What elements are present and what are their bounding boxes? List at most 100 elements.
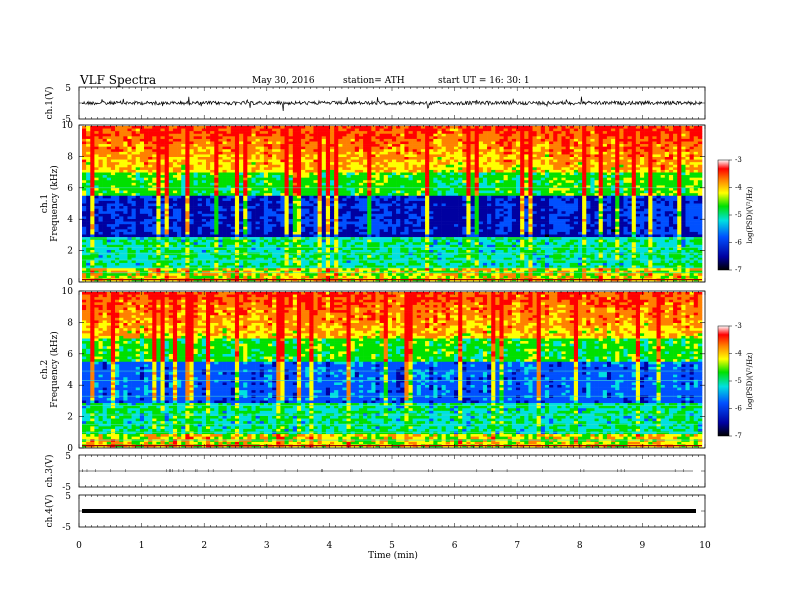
spectrogram-cell	[297, 152, 301, 155]
spectrogram-cell	[384, 167, 388, 170]
spectrogram-cell	[537, 162, 541, 165]
spectrogram-cell	[425, 149, 429, 152]
spectrogram-cell	[537, 152, 541, 155]
spectrogram-cell	[549, 147, 553, 150]
spectrogram-cell	[590, 144, 594, 147]
spectrogram-cell	[177, 134, 181, 137]
spectrogram-cell	[152, 162, 156, 165]
spectrogram-cell	[371, 142, 375, 145]
spectrogram-cell	[425, 167, 429, 170]
spectrogram-cell	[198, 126, 202, 129]
spectrogram-cell	[247, 165, 251, 168]
spectrogram-cell	[268, 149, 272, 152]
spectrogram-cell	[326, 170, 330, 173]
spectrogram-cell	[595, 157, 599, 160]
spectrogram-cell	[690, 144, 694, 147]
spectrogram-cell	[450, 173, 454, 176]
spectrogram-cell	[260, 149, 264, 152]
spectrogram-cell	[491, 154, 495, 157]
spectrogram-cell	[508, 131, 512, 134]
spectrogram-cell	[657, 165, 661, 168]
spectrogram-cell	[355, 134, 359, 137]
spectrogram-cell	[570, 149, 574, 152]
spectrogram-cell	[347, 160, 351, 163]
spectrogram-cell	[90, 170, 94, 173]
spectrogram-cell	[652, 154, 656, 157]
spectrogram-cell	[685, 129, 689, 132]
spectrogram-cell	[628, 170, 632, 173]
spectrogram-cell	[123, 131, 127, 134]
spectrogram-cell	[384, 142, 388, 145]
spectrogram-cell	[359, 154, 363, 157]
spectrogram-cell	[334, 142, 338, 145]
spectrogram-cell	[305, 152, 309, 155]
spectrogram-cell	[570, 134, 574, 137]
spectrogram-cell	[553, 131, 557, 134]
spectrogram-cell	[582, 131, 586, 134]
spectrogram-cell	[347, 149, 351, 152]
spectrogram-cell	[566, 157, 570, 160]
spectrogram-cell	[396, 129, 400, 132]
spectrogram-cell	[256, 149, 260, 152]
spectrogram-cell	[516, 136, 520, 139]
spectrogram-cell	[421, 131, 425, 134]
spectrogram-cell	[632, 144, 636, 147]
spectrogram-cell	[615, 157, 619, 160]
spectrogram-cell	[214, 160, 218, 163]
spectrogram-cell	[309, 152, 313, 155]
spectrogram-cell	[545, 165, 549, 168]
spectrogram-cell	[223, 149, 227, 152]
spectrogram-cell	[487, 165, 491, 168]
spectrogram-cell	[690, 136, 694, 139]
spectrogram-cell	[169, 152, 173, 155]
spectrogram-cell	[165, 157, 169, 160]
spectrogram-cell	[595, 154, 599, 157]
spectrogram-cell	[359, 152, 363, 155]
spectrogram-cell	[595, 131, 599, 134]
spectrogram-cell	[483, 147, 487, 150]
spectrogram-cell	[177, 149, 181, 152]
spectrogram-cell	[636, 170, 640, 173]
spectrogram-cell	[623, 129, 627, 132]
spectrogram-cell	[574, 126, 578, 129]
spectrogram-cell	[272, 129, 276, 132]
spectrogram-cell	[462, 144, 466, 147]
spectrogram-cell	[437, 149, 441, 152]
spectrogram-cell	[582, 167, 586, 170]
spectrogram-cell	[351, 144, 355, 147]
spectrogram-cell	[694, 136, 698, 139]
spectrogram-cell	[276, 142, 280, 145]
spectrogram-cell	[553, 147, 557, 150]
spectrogram-cell	[661, 136, 665, 139]
spectrogram-cell	[640, 160, 644, 163]
spectrogram-cell	[264, 154, 268, 157]
spectrogram-cell	[504, 160, 508, 163]
spectrogram-cell	[115, 139, 119, 142]
spectrogram-cell	[392, 139, 396, 142]
spectrogram-cell	[347, 136, 351, 139]
spectrogram-cell	[251, 173, 255, 176]
spectrogram-cell	[528, 162, 532, 165]
spectrogram-cell	[268, 144, 272, 147]
spectrogram-cell	[330, 147, 334, 150]
spectrogram-cell	[380, 134, 384, 137]
spectrogram-cell	[169, 157, 173, 160]
spectrogram-cell	[202, 144, 206, 147]
spectrogram-cell	[553, 139, 557, 142]
spectrogram-cell	[301, 144, 305, 147]
spectrogram-cell	[363, 167, 367, 170]
spectrogram-cell	[698, 129, 702, 132]
spectrogram-cell	[94, 160, 98, 163]
spectrogram-cell	[218, 162, 222, 165]
spectrogram-cell	[574, 139, 578, 142]
spectrogram-cell	[607, 170, 611, 173]
spectrogram-cell	[239, 167, 243, 170]
spectrogram-cell	[202, 136, 206, 139]
spectrogram-cell	[140, 167, 144, 170]
spectrogram-cell	[404, 147, 408, 150]
spectrogram-cell	[99, 162, 103, 165]
spectrogram-cell	[363, 131, 367, 134]
spectrogram-cell	[231, 142, 235, 145]
spectrogram-cell	[685, 142, 689, 145]
spectrogram-cell	[111, 165, 115, 168]
